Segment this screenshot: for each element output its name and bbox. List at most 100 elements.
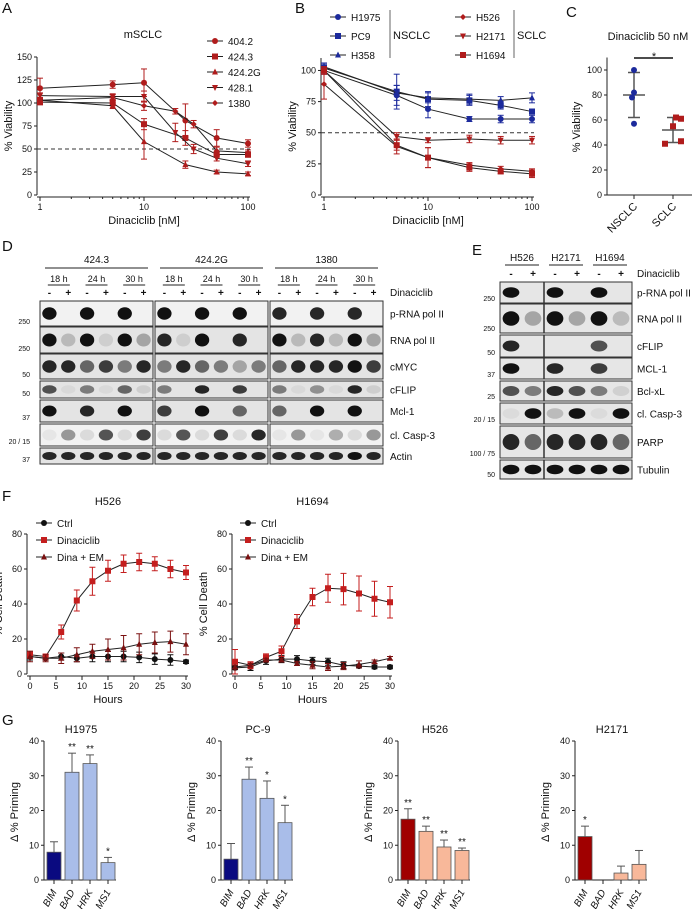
protein-band [502, 386, 520, 396]
bar-bim [223, 843, 239, 881]
protein-label: MCL-1 [637, 365, 667, 376]
protein-band [176, 429, 191, 441]
y-tick-label: 40 [217, 599, 227, 609]
protein-band [232, 405, 247, 417]
significance-star: * [265, 770, 269, 781]
significance-star: ** [245, 756, 253, 767]
marker-circle [213, 134, 220, 141]
bar [259, 797, 275, 881]
marker-square [673, 114, 679, 121]
bar [241, 778, 257, 881]
protein-band [568, 311, 586, 326]
mw-marker: 250 [483, 326, 495, 333]
y-tick-label: 30 [383, 771, 393, 781]
protein-band [176, 452, 191, 460]
blot-strip [269, 353, 384, 380]
marker-triangle [309, 661, 316, 668]
significance-star: * [283, 794, 287, 805]
protein-band [157, 452, 172, 460]
significance-star: ** [440, 829, 448, 840]
mw-marker: 37 [22, 457, 30, 464]
protein-band [117, 307, 132, 320]
marker-triangle [136, 640, 143, 647]
protein-band [590, 311, 608, 326]
y-tick-label: 0 [597, 190, 602, 200]
bar-ms1 [277, 804, 293, 881]
bar-ms1 [631, 849, 647, 881]
timepoint-label: 18 h [280, 274, 298, 284]
panel-label-b: B [295, 0, 306, 17]
y-tick-label: 10 [560, 840, 570, 850]
x-tick-label: 15 [103, 681, 113, 691]
marker-circle [245, 520, 251, 526]
marker-triangle [183, 640, 189, 647]
protein-band [194, 307, 210, 320]
bar [82, 763, 98, 881]
marker-diamond [190, 121, 197, 128]
legend-label: Ctrl [57, 519, 73, 530]
protein-band [502, 363, 520, 374]
marker-triangle [278, 656, 285, 663]
marker-circle [212, 38, 218, 44]
protein-band [309, 385, 325, 394]
protein-band [568, 386, 586, 396]
cell-line-label: 1380 [315, 255, 338, 266]
bar-bim [46, 841, 62, 881]
x-tick-label: 100 [240, 202, 255, 212]
marker-triangle [356, 660, 362, 667]
y-tick-label: 20 [206, 806, 216, 816]
marker-circle [309, 657, 316, 664]
protein-label: Actin [390, 452, 412, 463]
panel-label-e: E [472, 242, 483, 259]
mw-marker: 25 [487, 394, 495, 401]
protein-band [98, 360, 114, 373]
marker-circle [631, 120, 637, 127]
y-tick-label: 75 [22, 121, 32, 131]
cell-line-label: H2171 [551, 253, 581, 264]
bar [613, 872, 629, 881]
chart-title: H2171 [596, 724, 628, 736]
series-line [323, 69, 532, 120]
y-tick-label: 0 [311, 190, 316, 200]
protein-label: Tubulin [637, 466, 669, 477]
y-tick-label: 10 [206, 840, 216, 850]
protein-band [157, 360, 172, 373]
x-tick-label: 100 [524, 202, 539, 212]
protein-band [79, 307, 95, 320]
y-tick-label: 60 [12, 564, 22, 574]
chart-title: Dinaciclib 50 nM [608, 31, 689, 43]
significance-star: ** [86, 744, 94, 755]
marker-diamond [109, 94, 116, 101]
marker-triangle [151, 639, 158, 645]
marker-square [136, 559, 143, 565]
blot-strip [39, 380, 154, 399]
blot-strip [269, 300, 384, 327]
marker-square [73, 597, 80, 604]
protein-band [98, 452, 114, 460]
marker-triangle-down [213, 155, 220, 162]
protein-band [291, 385, 306, 394]
marker-circle [466, 116, 473, 123]
y-tick-label: 100 [17, 98, 32, 108]
marker-circle [245, 140, 251, 147]
protein-band [42, 333, 57, 347]
protein-label: cFLIP [390, 386, 416, 397]
protein-band [117, 360, 132, 373]
marker-triangle [294, 660, 300, 666]
marker-square [309, 594, 316, 600]
protein-band [98, 429, 114, 441]
protein-band [272, 452, 287, 460]
x-tick-label: SCLC [650, 201, 679, 230]
marker-triangle [466, 95, 473, 102]
protein-band [61, 385, 76, 394]
bar-bim [577, 825, 593, 881]
marker-circle [425, 106, 431, 113]
protein-label: p-RNA pol II [637, 289, 691, 300]
marker-triangle [371, 658, 378, 665]
y-tick-label: 20 [12, 634, 22, 644]
blot-strip [269, 399, 384, 423]
protein-band [194, 360, 210, 373]
chart-title: H526 [422, 724, 448, 736]
y-axis-label: Δ % Priming [363, 782, 375, 842]
